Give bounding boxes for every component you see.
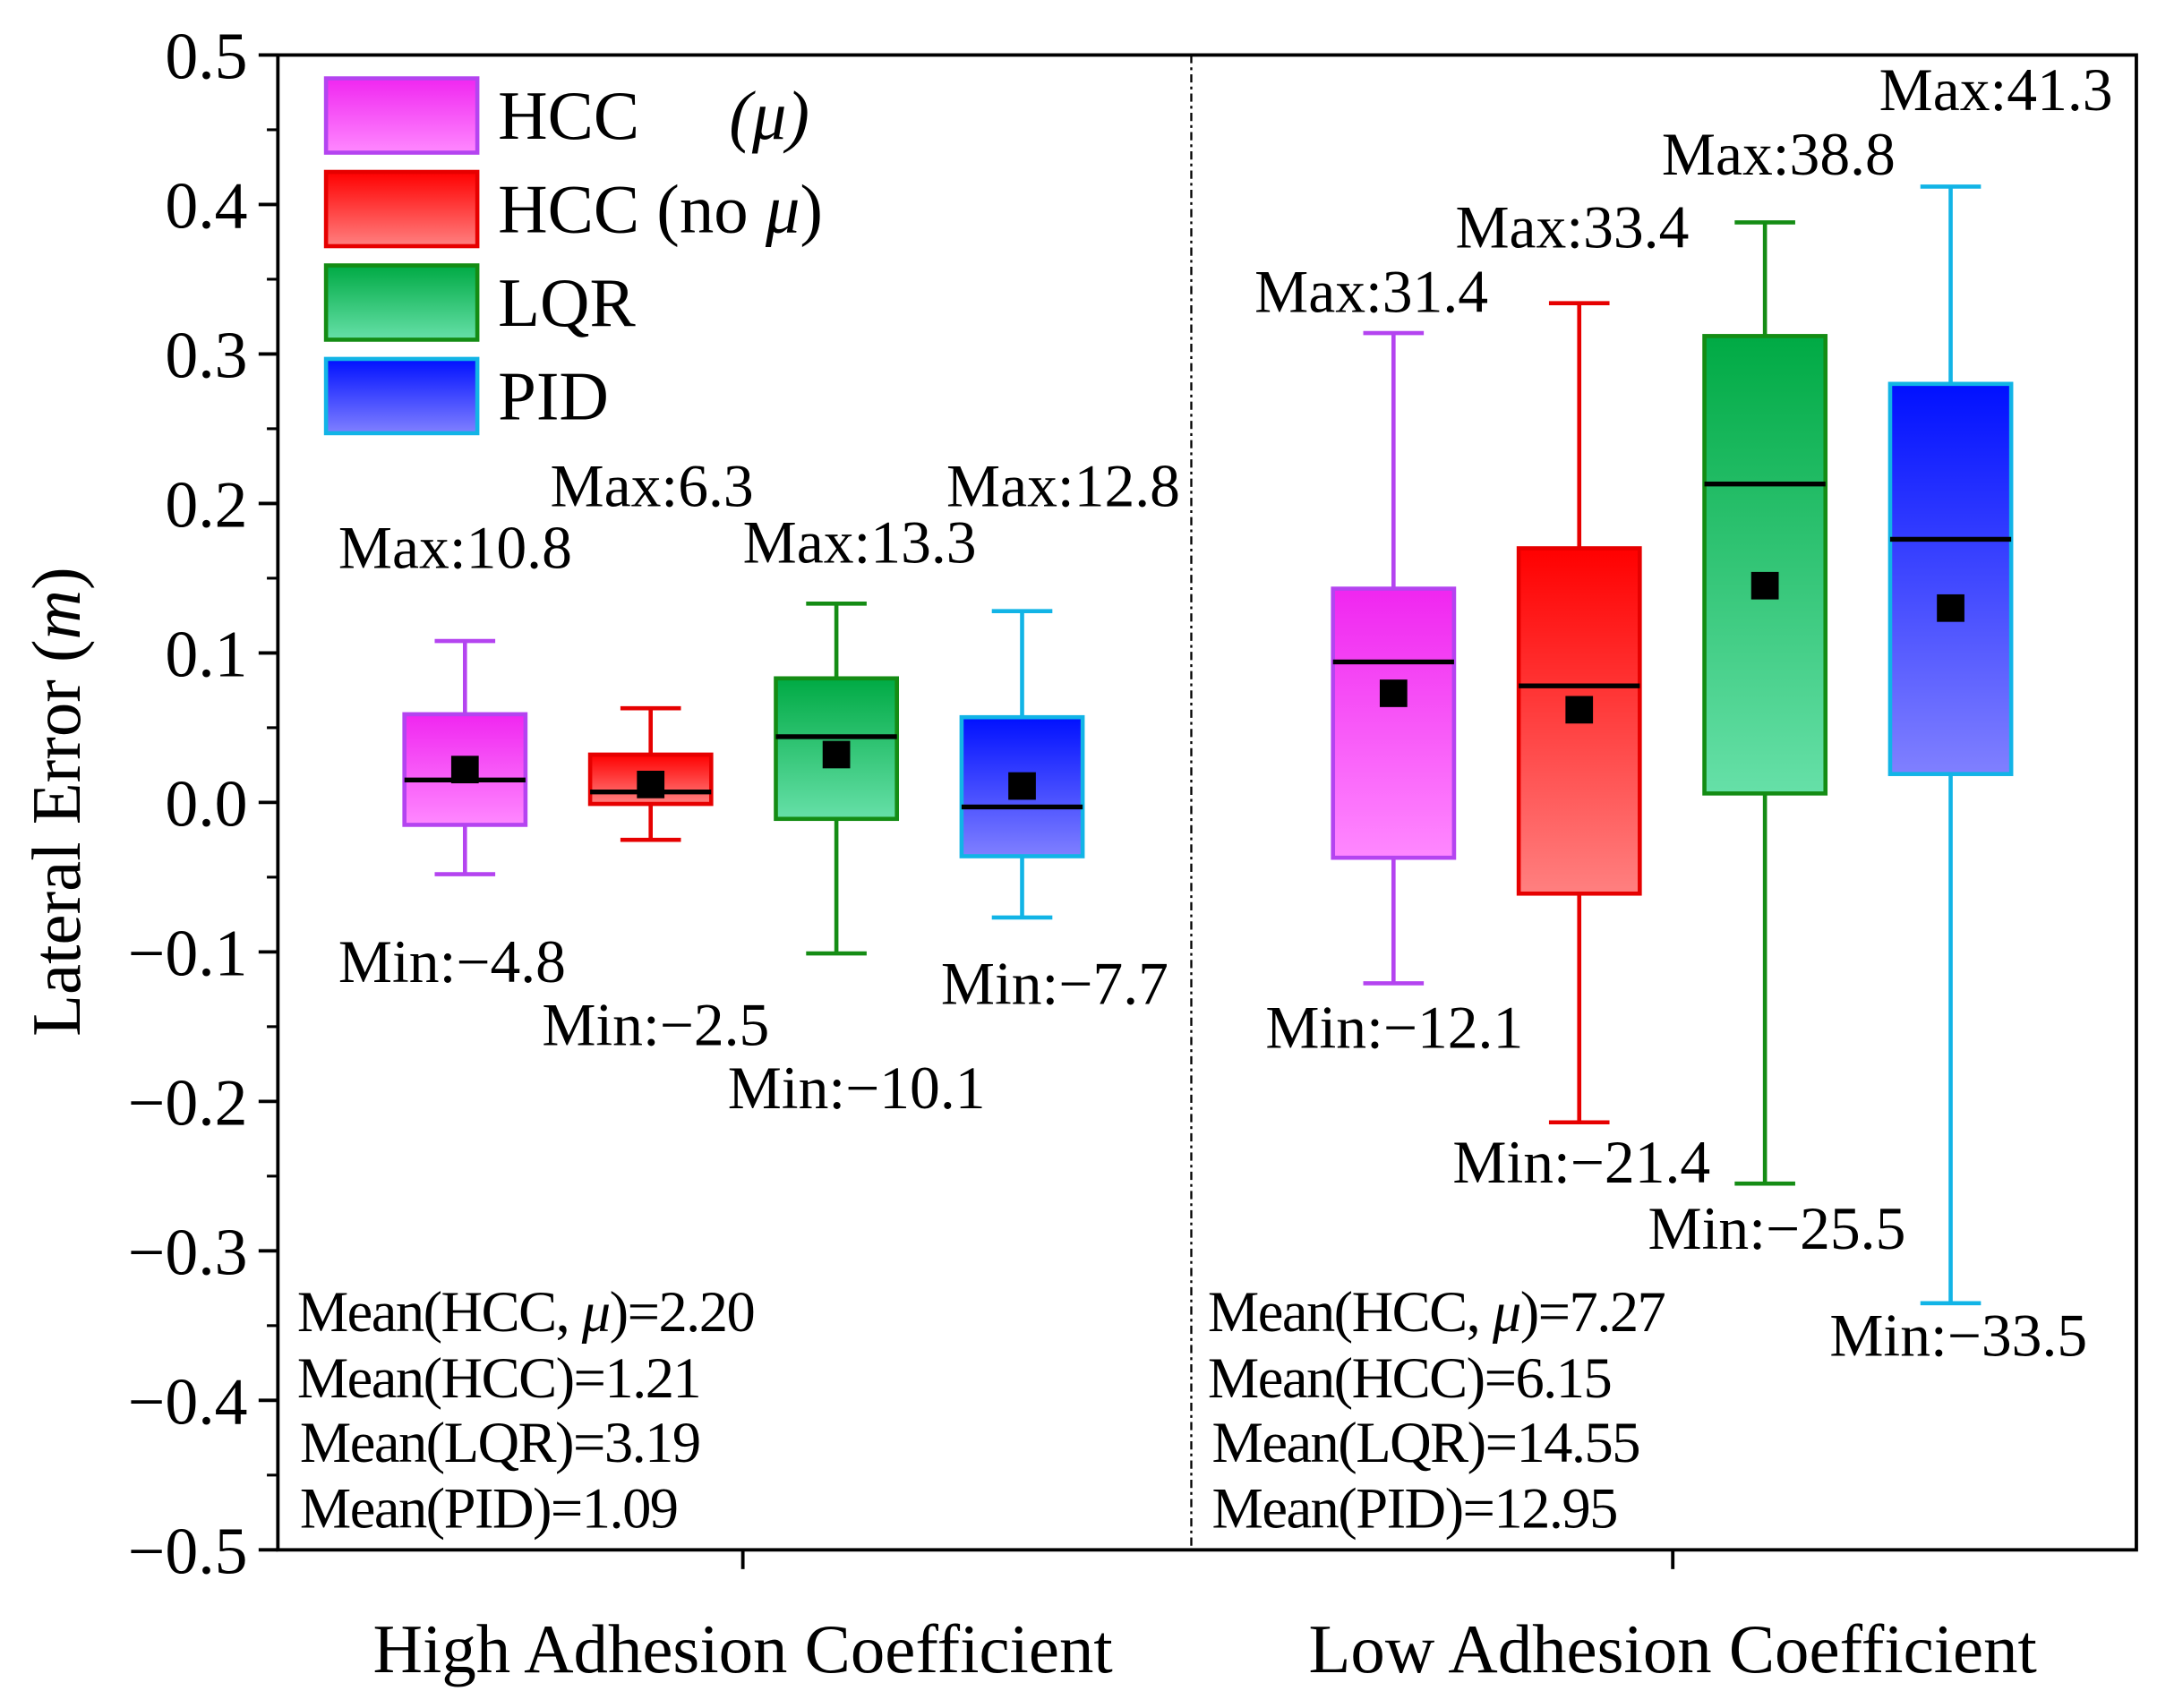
y-tick-label: −0.4 [128, 1364, 248, 1438]
legend-label: PID [498, 359, 609, 435]
mean-marker [1379, 679, 1408, 707]
legend-swatch [323, 76, 480, 155]
legend-label: HCC (no μ) [498, 172, 823, 248]
max-label: Max:41.3 [1879, 56, 2113, 124]
y-tick-label: 0.4 [165, 169, 247, 243]
mean-annotation-mu: μ [581, 1280, 610, 1344]
legend-label-text: PID [498, 359, 609, 435]
box-1-1: Max:33.4 Min:−21.4 [1452, 194, 1710, 1197]
legend-label: HCC (μ) [498, 78, 809, 154]
mean-annotation-mu: μ [1492, 1280, 1520, 1344]
box-1-2: Max:38.8 Min:−25.5 [1648, 121, 1906, 1262]
box-0-0: Max:10.8 Min:−4.8 [338, 514, 572, 995]
box-0-2: Max:13.3 Min:−10.1 [728, 508, 986, 1122]
y-tick-label: −0.1 [128, 916, 248, 989]
box-1-3: Max:41.3 Min:−33.5 [1829, 56, 2112, 1370]
box-iqr [1702, 334, 1828, 796]
max-label: Max:38.8 [1662, 121, 1896, 188]
min-label: Min:−33.5 [1829, 1302, 2087, 1370]
y-tick-label: −0.2 [128, 1065, 248, 1139]
x-tick-label: Low Adhesion Coefficient [1309, 1611, 2037, 1687]
y-tick-label: 0.2 [165, 468, 247, 542]
box-0-1: Max:6.3 Min:−2.5 [542, 452, 769, 1058]
mean-annotation-text: Mean(HCC, [1208, 1280, 1493, 1344]
box-1-0: Max:31.4 Min:−12.1 [1254, 259, 1523, 1062]
mean-annotation: Mean(PID)=1.09 [300, 1477, 678, 1541]
box-0-3: Max:12.8 Min:−7.7 [941, 452, 1180, 1017]
min-label: Min:−7.7 [941, 950, 1168, 1017]
max-label: Max:12.8 [946, 452, 1180, 519]
legend-label-text: HCC (no [498, 172, 766, 248]
y-tick-label: 0.0 [165, 767, 247, 841]
legend-label-mu: (μ) [729, 78, 809, 154]
mean-annotation-text: )=2.20 [610, 1280, 755, 1344]
x-tick-label: High Adhesion Coefficient [373, 1611, 1113, 1687]
legend-label-text: HCC [498, 78, 639, 154]
min-label: Min:−10.1 [728, 1055, 986, 1122]
max-label: Max:13.3 [743, 508, 977, 576]
mean-annotation: Mean(HCC, μ)=7.27 [1208, 1280, 1665, 1344]
legend-swatch [323, 263, 480, 342]
mean-annotation: Mean(HCC)=6.15 [1208, 1346, 1611, 1410]
min-label: Min:−2.5 [542, 992, 769, 1059]
mean-annotation: Mean(PID)=12.95 [1212, 1477, 1617, 1541]
y-tick-label: 0.3 [165, 319, 247, 392]
box-iqr [1887, 381, 2014, 776]
max-label: Max:31.4 [1254, 259, 1488, 326]
y-tick-label: 0.5 [165, 20, 247, 93]
mean-annotation: Mean(HCC, μ)=2.20 [297, 1280, 754, 1344]
mean-marker [637, 770, 665, 798]
y-axis-label-text: ) [19, 567, 95, 590]
mean-marker [1750, 571, 1779, 600]
max-label: Max:10.8 [338, 514, 572, 581]
box-iqr [1331, 586, 1457, 860]
mean-marker [822, 740, 851, 769]
mean-marker [1937, 594, 1964, 622]
legend-label: LQR [498, 265, 636, 341]
mean-annotation: Mean(LQR)=14.55 [1212, 1411, 1639, 1474]
legend: HCC (μ) HCC (no μ) LQR PID [323, 76, 823, 436]
mean-annotation: Mean(HCC)=1.21 [297, 1346, 700, 1410]
mean-annotation-text: Mean(HCC, [297, 1280, 582, 1344]
mean-annotation: Mean(LQR)=3.19 [300, 1411, 700, 1474]
legend-swatch [323, 169, 480, 249]
max-label: Max:33.4 [1455, 194, 1689, 261]
y-axis-label-unit: m [19, 590, 95, 639]
mean-annotation-text: )=7.27 [1520, 1280, 1665, 1344]
mean-marker [1565, 696, 1594, 724]
legend-label-text: LQR [498, 265, 636, 341]
min-label: Min:−4.8 [338, 928, 566, 995]
y-tick-label: −0.3 [128, 1215, 248, 1288]
mean-marker [450, 756, 479, 784]
min-label: Min:−12.1 [1265, 995, 1523, 1062]
min-label: Min:−25.5 [1648, 1195, 1906, 1262]
y-tick-label: 0.1 [165, 618, 247, 691]
legend-label-mu: μ [765, 172, 800, 248]
y-axis-label-text: Lateral Error ( [19, 639, 95, 1036]
max-label: Max:6.3 [551, 452, 754, 519]
y-tick-label: −0.5 [128, 1514, 248, 1587]
legend-label-text: ) [800, 172, 823, 248]
y-axis-label: Lateral Error (m) [19, 567, 95, 1036]
min-label: Min:−21.4 [1452, 1129, 1710, 1196]
mean-marker [1008, 772, 1036, 800]
legend-swatch [323, 356, 480, 436]
